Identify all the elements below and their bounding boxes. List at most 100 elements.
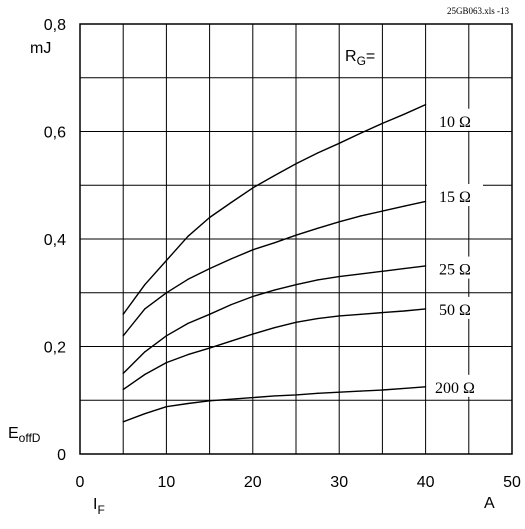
series-label-bg [427, 256, 483, 279]
y-tick-label: 0,6 [44, 125, 66, 142]
data-point [381, 312, 383, 314]
series-label: 15 Ω [439, 189, 471, 206]
data-point [122, 335, 124, 337]
data-point [144, 413, 146, 415]
data-point [425, 104, 427, 106]
data-point [187, 278, 189, 280]
series-label: 25 Ω [439, 262, 471, 279]
y-tick-label: 0 [57, 447, 66, 464]
data-point [338, 142, 340, 144]
data-point [425, 200, 427, 202]
data-point [187, 322, 189, 324]
data-point [252, 249, 254, 251]
x-tick-label: 0 [76, 474, 85, 491]
data-point [144, 308, 146, 310]
data-point [295, 321, 297, 323]
data-point [317, 317, 319, 320]
x-tick-label: 30 [330, 474, 348, 491]
data-point [122, 372, 124, 374]
data-point [317, 279, 319, 281]
series-line [122, 386, 426, 423]
data-point [252, 187, 254, 189]
data-point [295, 234, 297, 236]
series-label-bg [427, 108, 483, 131]
data-point [381, 389, 383, 391]
data-point [165, 362, 167, 364]
series: 15 Ω [122, 184, 483, 337]
series: 25 Ω [122, 256, 483, 374]
series-label-bg [427, 296, 483, 319]
data-point [273, 327, 275, 329]
data-point [403, 113, 405, 115]
data-point [338, 315, 340, 317]
data-point [360, 273, 362, 275]
data-point [230, 258, 232, 260]
file-label: 25GB063.xls -13 [447, 6, 510, 16]
data-point [165, 335, 167, 337]
data-point [273, 242, 275, 244]
y-unit-label: mJ [30, 40, 51, 57]
data-point [209, 267, 211, 270]
data-point [425, 308, 427, 310]
data-point [360, 313, 362, 315]
data-point [122, 421, 124, 423]
series-line [122, 265, 426, 374]
tick-labels: 0 10 20 30 40 50 0 0,2 0,4 0,6 0,8 [44, 17, 521, 491]
data-point [144, 373, 146, 376]
data-point [122, 313, 124, 315]
data-point [425, 386, 427, 388]
data-point [209, 313, 211, 315]
data-point [209, 400, 211, 402]
data-point [295, 163, 297, 165]
x-unit-label: A [484, 495, 495, 512]
series-layer: 10 Ω 15 Ω 25 Ω 50 Ω 200 Ω [122, 103, 483, 423]
series: 10 Ω [122, 103, 483, 315]
data-point [403, 205, 405, 207]
x-tick-label: 50 [503, 474, 521, 491]
data-point [317, 392, 319, 394]
series-line [122, 308, 426, 391]
y-axis-label: EoffD [8, 425, 41, 445]
data-point [230, 201, 232, 204]
plot-frame [79, 23, 513, 455]
data-point [187, 353, 189, 356]
data-point [360, 390, 362, 392]
data-point [252, 396, 254, 399]
series-label: 200 Ω [435, 380, 475, 397]
data-point [230, 340, 232, 342]
x-tick-label: 10 [158, 474, 176, 491]
data-point [360, 132, 362, 134]
data-point [165, 292, 167, 294]
data-point [165, 406, 167, 408]
data-point [403, 387, 405, 390]
x-tick-label: 40 [417, 474, 435, 491]
data-point [187, 235, 189, 237]
data-point [144, 284, 146, 286]
series-label-bg [427, 374, 483, 397]
data-point [273, 174, 275, 177]
data-point [381, 210, 383, 212]
data-point [403, 267, 405, 270]
data-point [122, 388, 124, 391]
data-point [230, 303, 232, 306]
y-tick-label: 0,4 [44, 232, 66, 249]
data-point [338, 391, 340, 393]
data-point [338, 276, 340, 278]
series-line [122, 200, 426, 337]
data-point [295, 394, 297, 396]
data-point [230, 398, 232, 400]
legend-title: RG= [345, 48, 375, 68]
series: 200 Ω [122, 374, 483, 423]
series-label: 10 Ω [439, 114, 471, 131]
data-point [317, 227, 319, 229]
data-point [403, 310, 405, 312]
data-point [144, 351, 146, 353]
data-point [252, 333, 254, 335]
data-point [381, 270, 383, 272]
data-point [273, 395, 275, 397]
series-label-bg [427, 184, 483, 206]
data-point [338, 221, 340, 223]
data-point [425, 265, 427, 267]
series-line [122, 103, 426, 315]
